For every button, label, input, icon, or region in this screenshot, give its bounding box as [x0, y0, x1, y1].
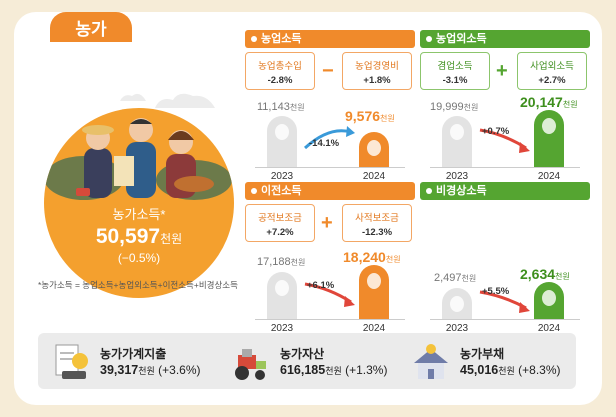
spending-value: 39,317천원 (+3.6%)	[100, 363, 201, 377]
pill-non-business: 사업외소득 +2.7%	[517, 52, 587, 90]
assets-item: 농가자산 616,185천원 (+1.3%)	[230, 333, 400, 389]
change-rate: -14.1%	[309, 138, 340, 149]
pill-label: 공적보조금	[258, 213, 302, 224]
year-label: 2023	[445, 323, 469, 334]
pill-label: 사적보조금	[355, 213, 399, 224]
trend-arrow-icon	[303, 126, 355, 150]
pill-value: -2.8%	[267, 75, 293, 86]
bar-chart: 17,188천원 18,240천원 +6.1% 2023 2024	[245, 244, 415, 334]
pill-value: -3.1%	[442, 75, 468, 86]
hero-change: (−0.5%)	[117, 251, 161, 265]
section-title: 농업소득	[245, 30, 415, 48]
cloud-icon	[155, 93, 215, 108]
value-2023: 2,497천원	[434, 272, 477, 284]
pill-agri-revenue: 농업총수입 -2.8%	[245, 52, 315, 90]
section-transfer-income: 이전소득 공적보조금 +7.2% + 사적보조금 -12.3% 17,188천원…	[245, 182, 415, 334]
bar-2023	[267, 116, 297, 168]
pill-value: +2.7%	[538, 75, 566, 86]
bar-chart: 2,497천원 2,634천원 +5.5% 2023 2024	[420, 244, 590, 334]
value-2023: 19,999천원	[430, 101, 479, 113]
spending-title: 농가가계지출	[100, 347, 167, 361]
pill-value: +7.2%	[266, 227, 294, 238]
pill-public-subsidy: 공적보조금 +7.2%	[245, 204, 315, 242]
value-2024: 20,147천원	[520, 94, 578, 110]
receipt-icon	[55, 344, 88, 379]
debt-value: 45,016천원 (+8.3%)	[460, 363, 561, 377]
value-2024: 2,634천원	[520, 266, 570, 282]
assets-title: 농가자산	[280, 347, 325, 361]
cloud-icon-small	[120, 93, 146, 101]
trend-arrow-icon	[304, 282, 355, 307]
house-icon	[414, 344, 448, 379]
summary-strip: 농가가계지출 39,317천원 (+3.6%) 농가자산 616,185천원 (…	[38, 333, 576, 389]
section-title: 이전소득	[245, 182, 415, 200]
section-nonagri-income: 농업외소득 겸업소득 -3.1% + 사업외소득 +2.7% 19,999천원 …	[420, 30, 590, 182]
plus-operator: +	[496, 60, 508, 82]
bar-chart: 19,999천원 20,147천원 +0.7% 2023 2024	[420, 92, 590, 182]
pill-label: 농업경영비	[355, 61, 399, 72]
bar-2024	[534, 110, 564, 168]
pill-value: +1.8%	[363, 75, 391, 86]
bar-2023	[442, 116, 472, 168]
plus-operator: +	[321, 212, 333, 234]
section-agri-income: 농업소득 농업총수입 -2.8% − 농업경영비 +1.8% 11,143천원 …	[245, 30, 415, 182]
hero-label: 농가소득*	[112, 207, 166, 222]
section-title: 농업외소득	[420, 30, 590, 48]
bar-2023	[267, 272, 297, 320]
value-2023: 17,188천원	[257, 256, 306, 268]
tractor-icon	[235, 349, 266, 380]
debt-item: 농가부채 45,016천원 (+8.3%)	[410, 333, 576, 389]
bar-2024	[359, 265, 389, 320]
value-2024: 18,240천원	[343, 249, 401, 265]
year-label: 2024	[362, 323, 386, 334]
household-spending-item: 농가가계지출 39,317천원 (+3.6%)	[50, 333, 220, 389]
year-label: 2023	[270, 323, 294, 334]
debt-title: 농가부채	[460, 347, 505, 361]
pill-agri-cost: 농업경영비 +1.8%	[342, 52, 412, 90]
page-title: 농가	[50, 12, 132, 42]
pill-label: 겸업소득	[437, 61, 473, 72]
value-2023: 11,143천원	[257, 101, 305, 113]
pill-side-business: 겸업소득 -3.1%	[420, 52, 490, 90]
pill-value: -12.3%	[361, 227, 393, 238]
year-label: 2024	[537, 323, 561, 334]
assets-value: 616,185천원 (+1.3%)	[280, 363, 388, 377]
bar-2024	[534, 282, 564, 320]
trend-arrow-icon	[479, 290, 530, 313]
bar-chart: 11,143천원 9,576천원 -14.1% 2023 2024	[245, 92, 415, 182]
year-label: 2024	[537, 171, 561, 182]
pill-label: 농업총수입	[258, 61, 302, 72]
year-label: 2024	[362, 171, 386, 182]
change-rate: +6.1%	[307, 280, 335, 291]
minus-operator: −	[322, 60, 334, 82]
section-irregular-income: 비경상소득 2,497천원 2,634천원 +5.5% 2023 2024	[420, 182, 590, 334]
trend-arrow-icon	[479, 128, 530, 153]
farmers-illustration	[44, 118, 232, 200]
hero-unit: 천원	[160, 232, 183, 246]
change-rate: +0.7%	[482, 126, 510, 137]
section-title: 비경상소득	[420, 182, 590, 200]
change-rate: +5.5%	[482, 286, 510, 297]
footnote: *농가소득 = 농업소득+농업외소득+이전소득+비경상소득	[38, 280, 238, 290]
value-2024: 9,576천원	[345, 108, 395, 124]
bar-2024	[359, 132, 389, 168]
farm-income-circle: 농가소득* 50,597천원 (−0.5%)	[44, 108, 234, 298]
year-label: 2023	[445, 171, 469, 182]
hero-value: 50,597	[95, 225, 161, 248]
year-label: 2023	[270, 171, 294, 182]
bar-2023	[442, 288, 472, 320]
pill-label: 사업외소득	[530, 61, 574, 72]
pill-private-subsidy: 사적보조금 -12.3%	[342, 204, 412, 242]
